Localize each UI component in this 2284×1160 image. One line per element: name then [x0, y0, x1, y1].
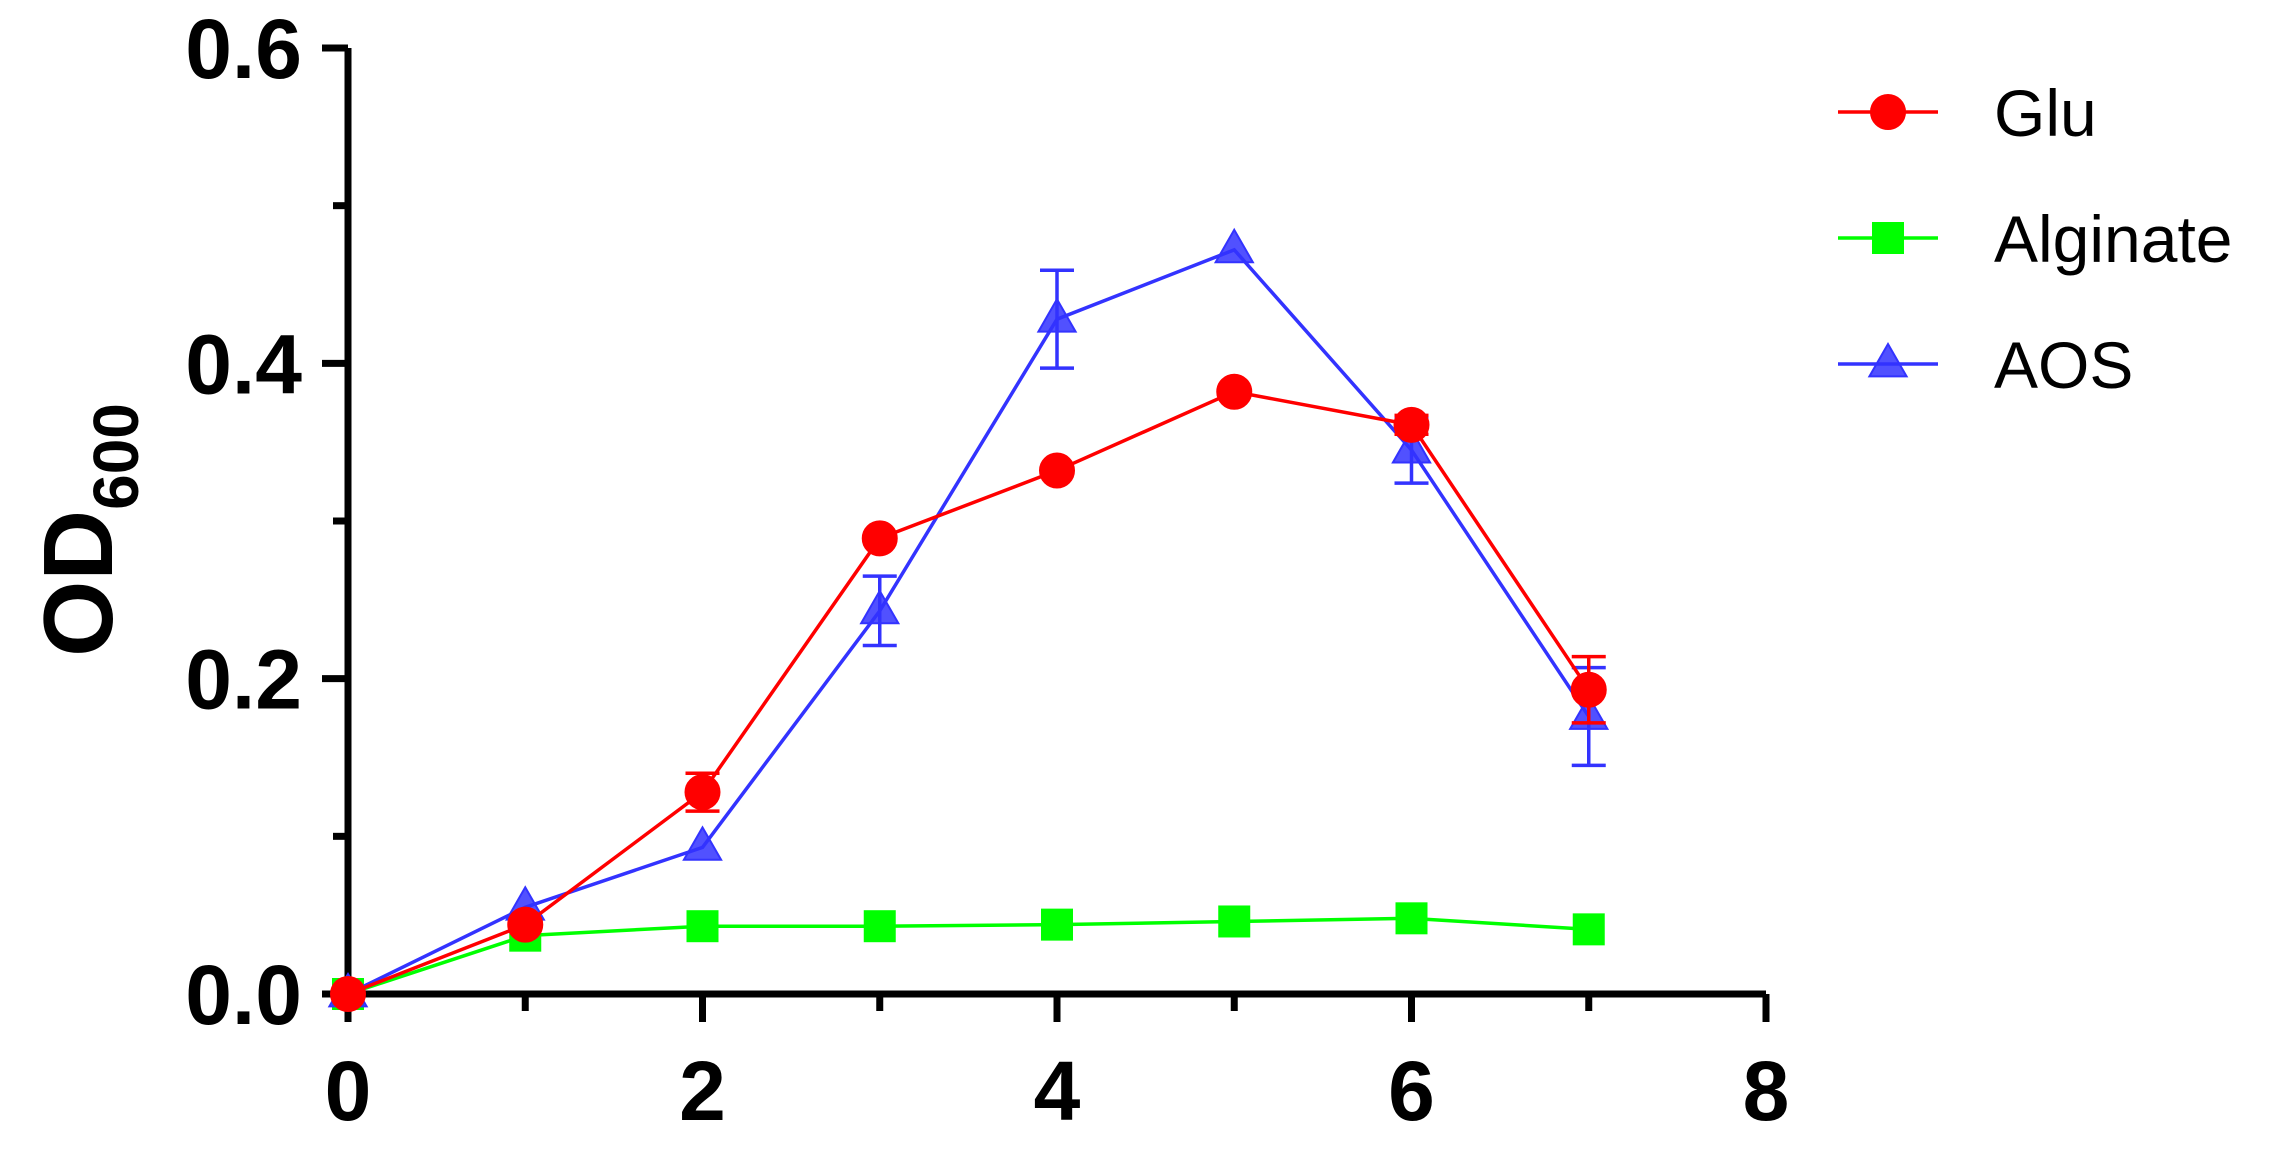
data-point [1393, 406, 1430, 443]
y-tick-label: 0.4 [185, 317, 302, 411]
series-line [347, 389, 1591, 996]
legend-marker [1870, 94, 1906, 130]
data-point [682, 825, 723, 861]
data-point [859, 588, 901, 625]
plot-area [327, 227, 1610, 1012]
legend-marker [1872, 222, 1904, 254]
data-point [1572, 913, 1605, 946]
axes: 0.0 0.2 0.4 0.6 0 2 4 6 8 [185, 2, 1789, 1138]
data-point [686, 910, 719, 943]
data-point [861, 520, 898, 557]
y-tick-label: 0.6 [185, 2, 302, 96]
legend-item-aos: AOS [1838, 328, 2133, 402]
series-aos [327, 227, 1610, 1008]
y-axis-title: OD600 [23, 403, 152, 657]
legend-label: Glu [1994, 76, 2097, 150]
data-point [1036, 297, 1078, 333]
data-point [1218, 905, 1251, 938]
legend: Glu Alginate AOS [1838, 76, 2233, 402]
data-point [1391, 428, 1432, 464]
data-point [863, 910, 896, 943]
x-tick-label: 8 [1743, 1044, 1790, 1138]
x-tick-label: 0 [325, 1044, 372, 1138]
data-point [1039, 452, 1075, 489]
legend-item-glu: Glu [1838, 76, 2097, 150]
data-point [1041, 908, 1073, 941]
series-line [347, 916, 1589, 996]
data-point [1395, 902, 1428, 935]
data-point [684, 774, 721, 811]
series-glu [330, 373, 1607, 1012]
x-tick-label: 6 [1388, 1044, 1435, 1138]
legend-label: AOS [1994, 328, 2133, 402]
legend-marker [1867, 341, 1909, 378]
data-point [330, 976, 366, 1012]
legend-item-alginate: Alginate [1838, 202, 2233, 276]
x-tick-label: 2 [679, 1044, 726, 1138]
x-tick-label: 4 [1034, 1044, 1081, 1138]
legend-label: Alginate [1994, 202, 2233, 276]
data-point [1213, 227, 1255, 264]
y-tick-label: 0.2 [185, 633, 302, 727]
y-tick-label: 0.0 [185, 948, 302, 1042]
data-point [1570, 671, 1607, 708]
data-point [507, 906, 544, 943]
series-line [347, 247, 1591, 996]
data-point [1216, 373, 1253, 410]
y-axis-title-main: OD [23, 510, 133, 657]
y-axis-title-subscript: 600 [80, 403, 152, 510]
